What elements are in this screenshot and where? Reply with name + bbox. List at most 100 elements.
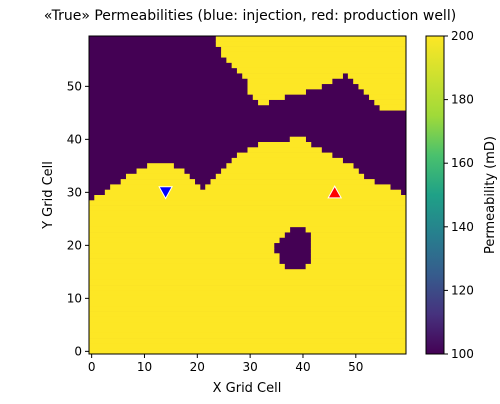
colorbar-tick-label: 180: [451, 93, 474, 107]
heatmap-cell-run: [353, 78, 407, 85]
heatmap-cell-run: [247, 147, 322, 153]
heatmap-cell-run: [231, 157, 343, 164]
y-tick-label: 40: [67, 132, 82, 146]
heatmap-cell-run: [221, 168, 359, 175]
y-axis: 0 10 20 30 40 50: [67, 79, 89, 358]
heatmap-cell-run: [221, 46, 407, 53]
heatmap-cell-run: [289, 136, 306, 143]
x-tick-label: 10: [137, 360, 152, 374]
colorbar-label: Permeability (mD): [483, 136, 498, 254]
heatmap-cell-run: [89, 258, 280, 265]
heatmap-cell-run: [231, 62, 407, 69]
heatmap-cell-run: [89, 263, 285, 270]
heatmap-cell-run: [226, 57, 407, 63]
y-tick-label: 30: [67, 185, 82, 199]
heatmap-cell-run: [310, 242, 407, 249]
heatmap-cell-run: [89, 348, 407, 355]
x-axis-label: X Grid Cell: [213, 381, 282, 396]
heatmap-cell-run: [89, 301, 407, 307]
y-tick-label: 50: [67, 79, 82, 93]
heatmap-cell-run: [89, 290, 407, 297]
x-tick-label: 20: [190, 360, 205, 374]
colorbar-tick-label: 120: [451, 283, 474, 297]
heatmap-cell-run: [221, 51, 407, 58]
heatmap-cell-run: [89, 232, 285, 238]
heatmap-cell-run: [89, 226, 291, 233]
heatmap-cell-run: [242, 73, 343, 79]
heatmap-cell-run: [89, 316, 407, 323]
production-well-marker: [327, 185, 343, 199]
heatmap-cell-run: [89, 200, 407, 206]
heatmap-cell-run: [247, 83, 322, 90]
heatmap-cell-run: [310, 258, 407, 265]
heatmap-cell-run: [89, 311, 407, 318]
heatmap-cell-run: [89, 327, 407, 334]
heatmap-cell-run: [120, 179, 196, 185]
heatmap-cell-run: [215, 173, 365, 180]
heatmap-cell-run: [215, 36, 407, 42]
colorbar-tick-label: 140: [451, 220, 474, 234]
heatmap-cell-run: [258, 142, 312, 148]
heatmap-cell-run: [89, 248, 275, 254]
colorbar-tick-label: 160: [451, 156, 474, 170]
colorbar-tick-label: 100: [451, 347, 474, 361]
colorbar-ticks: 100 120 140 160 180 200: [444, 29, 474, 361]
y-tick-label: 20: [67, 238, 82, 252]
heatmap-cell-run: [347, 73, 407, 79]
colorbar-tick-label: 200: [451, 29, 474, 43]
heatmap-cell-run: [358, 83, 407, 90]
heatmap-grid: [89, 36, 407, 355]
heatmap-cell-run: [369, 94, 407, 100]
heatmap-cell-run: [247, 78, 333, 85]
heatmap-cell-run: [310, 248, 407, 254]
heatmap-cell-run: [305, 263, 407, 270]
chart-title: «True» Permeabilities (blue: injection, …: [44, 8, 456, 24]
heatmap-cell-run: [136, 168, 185, 175]
heatmap-cell-run: [210, 179, 375, 185]
heatmap-cell-run: [258, 99, 269, 106]
heatmap-cell-run: [305, 226, 407, 233]
heatmap-cell-run: [147, 163, 174, 169]
heatmap-cell-run: [94, 195, 407, 201]
x-tick-label: 40: [295, 360, 310, 374]
heatmap-cell-run: [252, 94, 285, 100]
x-tick-label: 0: [88, 360, 96, 374]
x-axis: 0 10 20 30 40 50: [88, 354, 363, 374]
y-axis-label: Y Grid Cell: [41, 161, 56, 230]
heatmap-cell-run: [89, 338, 407, 344]
heatmap-cell-run: [236, 152, 333, 159]
heatmap-cell-run: [89, 279, 407, 286]
heatmap-cell-run: [89, 285, 407, 291]
heatmap-cell-run: [89, 269, 407, 275]
heatmap-cell-run: [215, 41, 407, 47]
wells-layer: [158, 185, 343, 200]
heatmap-cell-run: [205, 184, 391, 191]
heatmap-cell-run: [310, 237, 407, 244]
heatmap-cell-run: [104, 189, 402, 196]
heatmap-cell-run: [310, 253, 407, 259]
heatmap-cell-run: [89, 343, 407, 350]
heatmap-cell-run: [89, 322, 407, 328]
heatmap-cell-run: [89, 332, 407, 339]
heatmap-cell-run: [310, 232, 407, 238]
heatmap-cell-run: [89, 216, 407, 222]
heatmap-cell-run: [374, 99, 407, 106]
heatmap-cell-run: [379, 104, 407, 111]
injection-well-marker: [158, 186, 173, 200]
heatmap-cell-run: [363, 89, 407, 95]
y-tick-label: 0: [74, 344, 82, 358]
heatmap-cell-run: [89, 306, 407, 312]
heatmap-cell-run: [89, 295, 407, 302]
plot-frame: [88, 35, 407, 355]
x-tick-label: 30: [243, 360, 258, 374]
heatmap-cell-run: [89, 242, 275, 249]
heatmap-cell-run: [89, 205, 407, 212]
y-tick-label: 10: [67, 291, 82, 305]
heatmap-cell-run: [89, 274, 407, 281]
heatmap-cell-run: [89, 253, 280, 259]
heatmap-cell-run: [89, 210, 407, 217]
heatmap-cell-run: [110, 184, 201, 191]
x-tick-label: 50: [348, 360, 363, 374]
